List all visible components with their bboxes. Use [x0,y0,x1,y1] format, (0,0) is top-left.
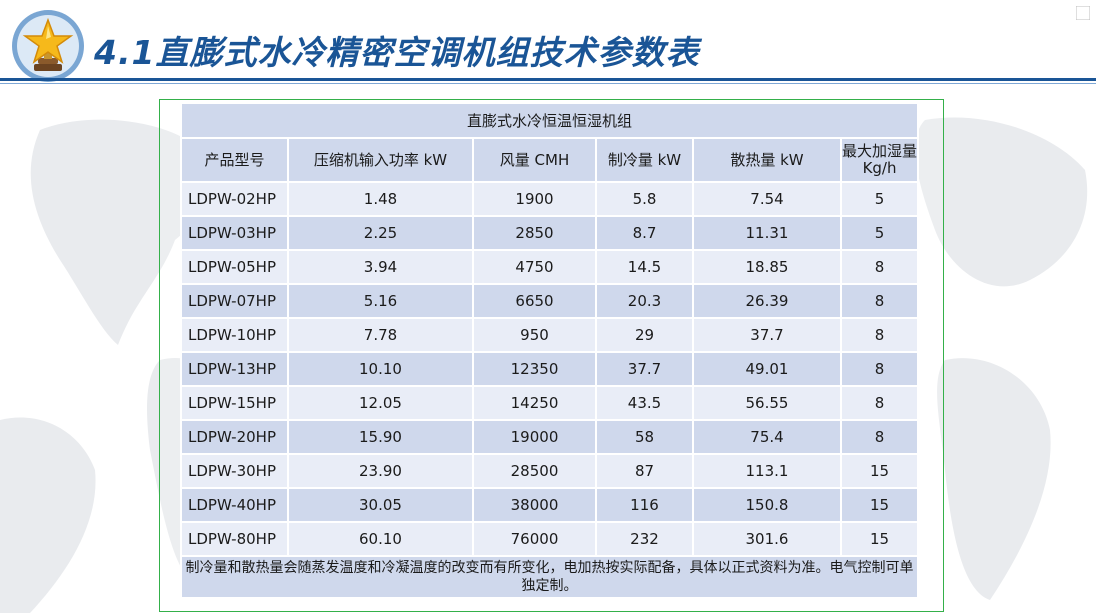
column-header: 产品型号 [180,137,289,183]
column-header: 散热量 kW [692,137,842,183]
table-header-row: 产品型号 压缩机输入功率 kW 风量 CMH 制冷量 kW 散热量 kW 最大加… [180,137,920,183]
table-row: LDPW-20HP 15.90 19000 58 75.4 8 [180,419,920,455]
table-caption-row: 直膨式水冷恒温恒湿机组 [179,102,920,139]
table-cell: 60.10 [287,521,474,557]
table-cell: 5.16 [287,283,474,319]
table-cell: 5 [839,215,920,251]
model-cell: LDPW-10HP [180,317,289,353]
model-cell: LDPW-20HP [180,419,289,455]
table-cell: 15 [839,521,920,557]
table-cell: 150.8 [692,487,842,523]
title-divider [0,78,1096,81]
table-cell: 7.78 [287,317,474,353]
column-header: 风量 CMH [472,137,597,183]
table-cell: 56.55 [692,385,842,421]
table-row: LDPW-02HP 1.48 1900 5.8 7.54 5 [180,181,920,217]
table-cell: 20.3 [595,283,694,319]
table-row: LDPW-13HP 10.10 12350 37.7 49.01 8 [180,351,920,387]
table-cell: 19000 [472,419,597,455]
table-cell: 5.8 [595,181,694,217]
table-cell: 87 [595,453,694,489]
table-cell: 2850 [472,215,597,251]
table-caption: 直膨式水冷恒温恒湿机组 [179,102,920,139]
model-cell: LDPW-07HP [180,283,289,319]
table-cell: 29 [595,317,694,353]
table-cell: 232 [595,521,694,557]
table-cell: 75.4 [692,419,842,455]
model-cell: LDPW-40HP [180,487,289,523]
model-cell: LDPW-80HP [180,521,289,557]
model-cell: LDPW-02HP [180,181,289,217]
table-cell: 116 [595,487,694,523]
table-cell: 76000 [472,521,597,557]
table-row: LDPW-10HP 7.78 950 29 37.7 8 [180,317,920,353]
table-cell: 8 [839,317,920,353]
table-row: LDPW-03HP 2.25 2850 8.7 11.31 5 [180,215,920,251]
spec-table: 直膨式水冷恒温恒湿机组 产品型号 压缩机输入功率 kW 风量 CMH 制冷量 k… [179,102,920,599]
model-cell: LDPW-03HP [180,215,289,251]
table-note-row: 制冷量和散热量会随蒸发温度和冷凝温度的改变而有所变化，电加热按实际配备，具体以正… [179,555,920,599]
corner-marker [1076,6,1090,20]
title-divider-thin [0,83,1096,84]
table-row: LDPW-40HP 30.05 38000 116 150.8 15 [180,487,920,523]
table-cell: 5 [839,181,920,217]
table-cell: 301.6 [692,521,842,557]
table-cell: 12.05 [287,385,474,421]
table-cell: 43.5 [595,385,694,421]
table-row: LDPW-30HP 23.90 28500 87 113.1 15 [180,453,920,489]
table-row: LDPW-05HP 3.94 4750 14.5 18.85 8 [180,249,920,285]
model-cell: LDPW-05HP [180,249,289,285]
table-cell: 8.7 [595,215,694,251]
table-cell: 8 [839,385,920,421]
table-cell: 1.48 [287,181,474,217]
table-cell: 2.25 [287,215,474,251]
table-cell: 30.05 [287,487,474,523]
table-cell: 15.90 [287,419,474,455]
table-cell: 1900 [472,181,597,217]
table-row: LDPW-80HP 60.10 76000 232 301.6 15 [180,521,920,557]
table-cell: 4750 [472,249,597,285]
table-cell: 12350 [472,351,597,387]
table-cell: 113.1 [692,453,842,489]
table-cell: 38000 [472,487,597,523]
column-header: 制冷量 kW [595,137,694,183]
table-cell: 8 [839,419,920,455]
table-cell: 14.5 [595,249,694,285]
column-header: 最大加湿量 Kg/h [839,137,920,183]
table-row: LDPW-07HP 5.16 6650 20.3 26.39 8 [180,283,920,319]
table-cell: 11.31 [692,215,842,251]
table-cell: 7.54 [692,181,842,217]
table-cell: 10.10 [287,351,474,387]
table-cell: 23.90 [287,453,474,489]
table-cell: 28500 [472,453,597,489]
table-cell: 15 [839,487,920,523]
table-cell: 950 [472,317,597,353]
table-cell: 49.01 [692,351,842,387]
model-cell: LDPW-15HP [180,385,289,421]
model-cell: LDPW-30HP [180,453,289,489]
table-cell: 8 [839,249,920,285]
model-cell: LDPW-13HP [180,351,289,387]
table-cell: 58 [595,419,694,455]
table-cell: 14250 [472,385,597,421]
table-cell: 8 [839,351,920,387]
table-cell: 37.7 [595,351,694,387]
table-cell: 18.85 [692,249,842,285]
column-header: 压缩机输入功率 kW [287,137,474,183]
table-note: 制冷量和散热量会随蒸发温度和冷凝温度的改变而有所变化，电加热按实际配备，具体以正… [179,555,920,599]
table-row: LDPW-15HP 12.05 14250 43.5 56.55 8 [180,385,920,421]
page-title: 4.1直膨式水冷精密空调机组技术参数表 [94,33,700,72]
table-cell: 8 [839,283,920,319]
table-cell: 26.39 [692,283,842,319]
table-cell: 3.94 [287,249,474,285]
table-cell: 15 [839,453,920,489]
table-cell: 6650 [472,283,597,319]
table-cell: 37.7 [692,317,842,353]
star-trophy-icon [12,10,84,82]
slide-header: 4.1直膨式水冷精密空调机组技术参数表 [0,0,1096,90]
